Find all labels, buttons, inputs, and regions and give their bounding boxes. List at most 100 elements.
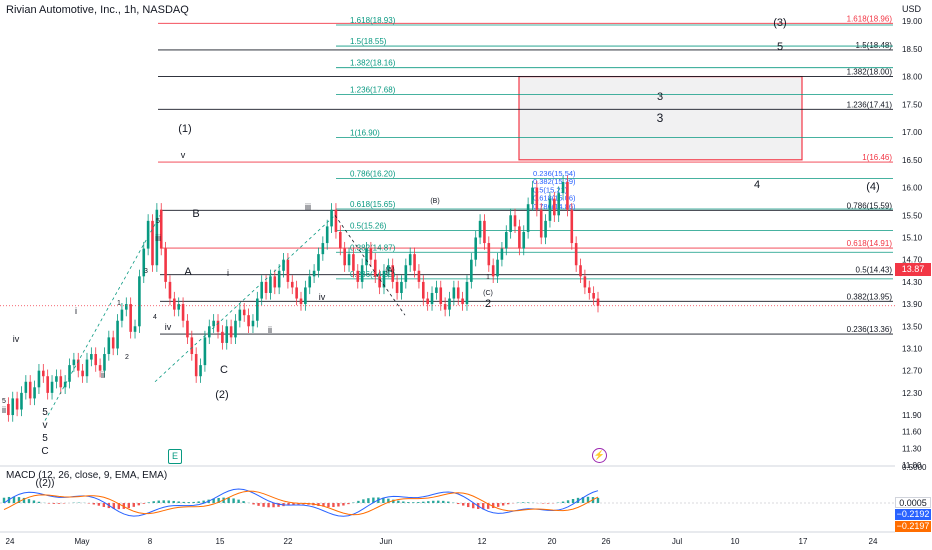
candle-body xyxy=(365,248,368,266)
macd-histogram-bar xyxy=(362,499,365,503)
candle-body xyxy=(487,243,491,266)
candle-body xyxy=(194,354,198,377)
candle-body xyxy=(46,376,49,393)
candle-body xyxy=(159,209,163,249)
candle-body xyxy=(269,276,272,293)
inner-fib-label: 1.236(17.68) xyxy=(350,85,396,94)
candle-body xyxy=(76,359,80,371)
macd-histogram-bar xyxy=(506,503,510,505)
macd-histogram-bar xyxy=(102,503,106,507)
x-tick-label: 24 xyxy=(869,537,878,546)
candle-body xyxy=(103,354,106,371)
candle-body xyxy=(251,320,255,327)
candle-body xyxy=(421,281,425,299)
candle-body xyxy=(120,309,124,321)
candle-body xyxy=(234,320,237,338)
y-tick-label: 13.10 xyxy=(902,344,923,353)
macd-histogram-bar xyxy=(167,500,170,503)
macd-histogram-bar xyxy=(501,503,505,506)
macd-histogram-bar xyxy=(187,502,190,503)
inner-fib-label: 0.618(15.65) xyxy=(350,200,396,209)
macd-histogram-bar xyxy=(422,501,425,503)
macd-histogram-bar xyxy=(17,497,21,503)
candle-body xyxy=(483,220,486,244)
wave-label: (4) xyxy=(866,181,879,193)
inner-fib-label: 0.786(16.20) xyxy=(350,169,396,178)
fib-level-label: 1.618(18.96) xyxy=(847,14,893,23)
wave-label: C xyxy=(41,446,48,457)
candle-body xyxy=(155,209,159,266)
candle-body xyxy=(42,370,45,377)
macd-histogram-bar xyxy=(22,497,26,503)
candle-body xyxy=(308,276,312,288)
fib-level-label: 1.236(17.41) xyxy=(847,100,893,109)
macd-histogram-bar xyxy=(526,502,530,503)
wave-label: v xyxy=(181,150,186,160)
macd-histogram-bar xyxy=(467,503,470,508)
macd-histogram-bar xyxy=(47,503,51,504)
wave-label: iii xyxy=(155,233,161,243)
macd-histogram-bar xyxy=(162,500,165,503)
macd-histogram-bar xyxy=(177,501,180,503)
candle-body xyxy=(190,337,194,355)
candle-body xyxy=(583,276,587,288)
candle-body xyxy=(535,187,539,210)
earnings-icon[interactable]: E xyxy=(168,449,182,464)
candle-body xyxy=(426,298,429,305)
macd-histogram-bar xyxy=(132,503,135,507)
candle-body xyxy=(81,370,84,377)
candle-body xyxy=(452,287,456,299)
macd-histogram-bar xyxy=(182,501,185,503)
candle-body xyxy=(544,220,547,238)
wave-label: (1) xyxy=(178,123,191,135)
candle-body xyxy=(553,198,556,216)
macd-histogram-bar xyxy=(127,503,130,509)
y-tick-label: 14.70 xyxy=(902,256,923,265)
macd-histogram-bar xyxy=(427,501,430,503)
macd-histogram-bar xyxy=(212,498,215,503)
candle-body xyxy=(277,270,281,288)
candle-body xyxy=(317,254,320,271)
macd-histogram-bar xyxy=(397,500,400,503)
candle-body xyxy=(352,254,355,271)
candle-body xyxy=(513,215,517,227)
candle-body xyxy=(242,309,246,316)
candle-body xyxy=(256,298,259,321)
candle-body xyxy=(592,292,595,299)
candle-body xyxy=(561,182,565,194)
candle-body xyxy=(151,220,154,266)
y-tick-label: 19.00 xyxy=(902,17,923,26)
inner-fib-label: 0.5(15.26) xyxy=(350,222,387,231)
macd-histogram-bar xyxy=(402,501,405,503)
x-tick-label: 26 xyxy=(602,537,611,546)
candle-body xyxy=(50,381,54,393)
candle-body xyxy=(304,287,307,305)
y-tick-label: 15.10 xyxy=(902,234,923,243)
candle-body xyxy=(587,287,591,293)
candle-body xyxy=(321,243,325,255)
wave-label: 5 xyxy=(42,407,48,418)
macd-histogram-bar xyxy=(367,498,370,503)
candle-body xyxy=(133,326,137,332)
candle-body xyxy=(548,198,552,221)
candle-body xyxy=(173,298,176,310)
candle-body xyxy=(286,259,290,282)
candle-body xyxy=(273,276,277,288)
candle-body xyxy=(129,304,132,332)
split-event-icon[interactable]: ⚡ xyxy=(592,448,607,463)
candle-body xyxy=(404,265,408,282)
x-tick-label: 17 xyxy=(799,537,808,546)
macd-histogram-bar xyxy=(52,503,56,504)
macd-histogram-bar xyxy=(412,502,415,503)
candle-body xyxy=(478,220,482,238)
macd-histogram-bar xyxy=(92,503,96,505)
x-tick-label: Jul xyxy=(672,537,682,546)
candle-body xyxy=(212,320,215,327)
inner-fib-label: 0.382(14.87) xyxy=(350,243,396,252)
x-tick-label: 24 xyxy=(6,537,15,546)
wave-label: ii xyxy=(268,325,272,335)
wave-label: (A) xyxy=(385,267,394,274)
candle-body xyxy=(247,315,250,327)
macd-histogram-bar xyxy=(287,503,290,506)
